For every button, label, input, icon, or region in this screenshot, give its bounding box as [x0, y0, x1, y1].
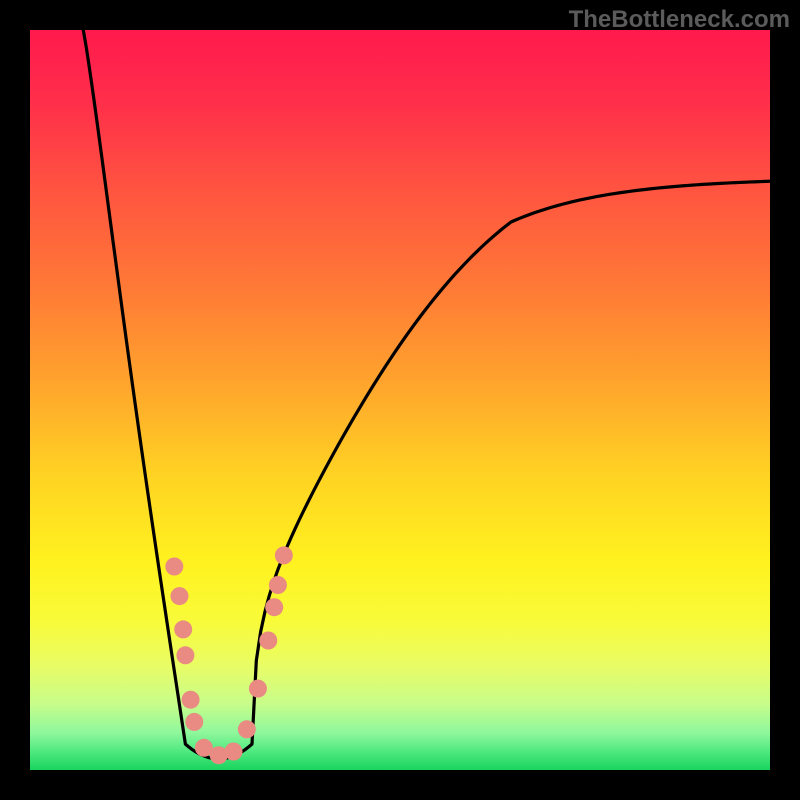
- watermark-text: TheBottleneck.com: [569, 6, 790, 34]
- marker-point: [176, 646, 194, 664]
- plot-area: [30, 30, 770, 770]
- curve-layer: [30, 30, 770, 770]
- marker-point: [269, 576, 287, 594]
- marker-point: [259, 632, 277, 650]
- marker-point: [225, 743, 243, 761]
- marker-point: [185, 713, 203, 731]
- marker-point: [265, 598, 283, 616]
- marker-point: [182, 691, 200, 709]
- marker-point: [275, 546, 293, 564]
- marker-point: [249, 680, 267, 698]
- marker-point: [165, 558, 183, 576]
- marker-point: [170, 587, 188, 605]
- chart-root: TheBottleneck.com: [0, 0, 800, 800]
- marker-point: [238, 720, 256, 738]
- marker-point: [174, 620, 192, 638]
